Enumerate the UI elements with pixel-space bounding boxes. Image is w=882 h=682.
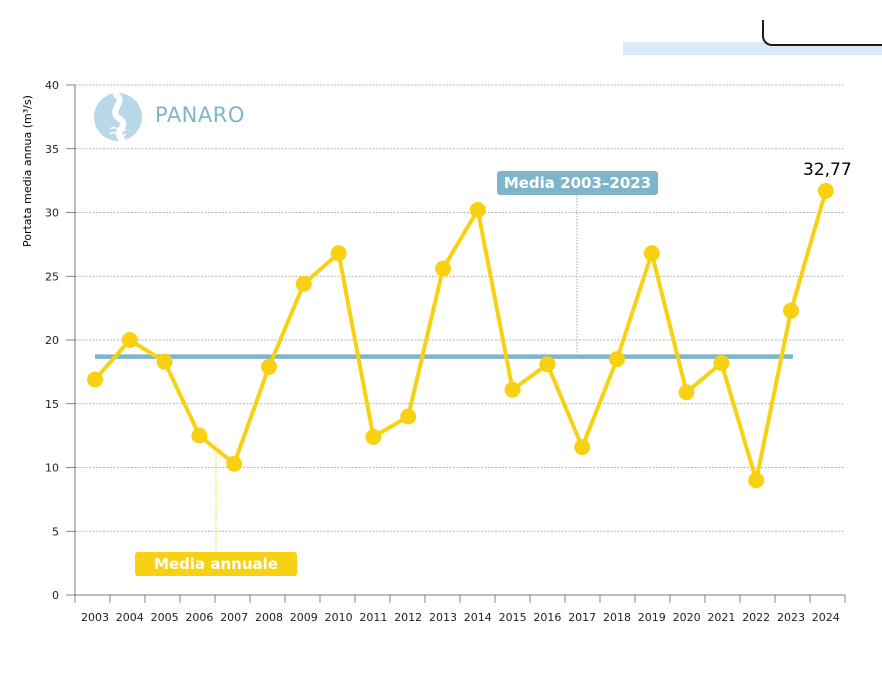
y-tick-label: 20	[45, 334, 59, 347]
data-point	[365, 428, 382, 445]
data-point	[609, 351, 625, 368]
y-tick-label: 15	[45, 398, 59, 411]
series-legend-badge: Media annuale	[135, 552, 297, 576]
series-line	[93, 190, 828, 483]
grid-layer	[75, 84, 845, 532]
x-tick-label: 2008	[255, 611, 283, 624]
series-layer	[87, 182, 834, 489]
data-point	[748, 472, 765, 489]
reference-legend-badge: Media 2003–2023	[497, 171, 658, 195]
data-point	[435, 260, 451, 277]
river-logo-icon	[94, 92, 142, 142]
y-tick-label: 30	[45, 207, 59, 220]
data-point	[295, 275, 312, 292]
y-tick-label: 10	[45, 462, 59, 475]
y-axis-label: Portata media annua (m³/s)	[21, 95, 34, 247]
data-point	[643, 245, 660, 262]
x-tick-label: 2017	[568, 611, 596, 624]
data-point	[261, 358, 277, 375]
x-tick-label: 2005	[151, 611, 179, 624]
x-tick-label: 2015	[499, 611, 527, 624]
data-point	[87, 371, 103, 388]
x-tick-label: 2020	[673, 611, 701, 624]
data-point	[330, 245, 347, 262]
x-tick-label: 2024	[812, 611, 840, 624]
x-tick-label: 2007	[220, 611, 248, 624]
x-tick-label: 2011	[359, 611, 387, 624]
x-tick-label: 2021	[707, 611, 735, 624]
y-axis-title: Portata media annua (m³/s)	[21, 95, 173, 260]
data-point	[226, 455, 243, 472]
data-point	[574, 439, 591, 456]
y-tick-label: 40	[45, 79, 59, 92]
y-tick-label: 5	[52, 525, 59, 538]
data-point	[400, 408, 417, 425]
data-point	[156, 353, 173, 370]
x-tick-label: 2019	[638, 611, 666, 624]
x-tick-label: 2012	[394, 611, 422, 624]
x-tick-label: 2016	[533, 611, 561, 624]
x-tick-label: 2022	[742, 611, 770, 624]
x-tick-label: 2006	[185, 611, 213, 624]
x-tick-label: 2004	[116, 611, 144, 624]
last-value-label: 32,77	[803, 160, 852, 180]
x-tick-label: 2018	[603, 611, 631, 624]
x-tick-label: 2009	[290, 611, 318, 624]
data-point	[713, 354, 730, 371]
data-point	[817, 182, 834, 199]
data-point	[191, 427, 208, 444]
data-point	[469, 201, 486, 218]
data-point	[504, 381, 521, 398]
y-tick-label: 35	[45, 143, 59, 156]
y-tick-label: 25	[45, 270, 59, 283]
x-tick-label: 2013	[429, 611, 457, 624]
data-point	[121, 332, 138, 348]
x-tick-label: 2023	[777, 611, 805, 624]
data-point	[783, 302, 799, 319]
data-point	[539, 356, 556, 373]
top-tab	[762, 20, 882, 46]
data-point	[678, 384, 695, 401]
x-tick-label: 2014	[464, 611, 492, 624]
x-tick-label: 2010	[325, 611, 353, 624]
leader-lines	[215, 195, 578, 552]
river-name: PANARO	[155, 103, 245, 127]
axis-layer: 0 5 10 15 20 25 30 35 40 2003 2004 2005 2006 2007 2008…	[45, 79, 846, 624]
x-tick-label: 2003	[81, 611, 109, 624]
y-tick-label: 0	[52, 589, 59, 602]
